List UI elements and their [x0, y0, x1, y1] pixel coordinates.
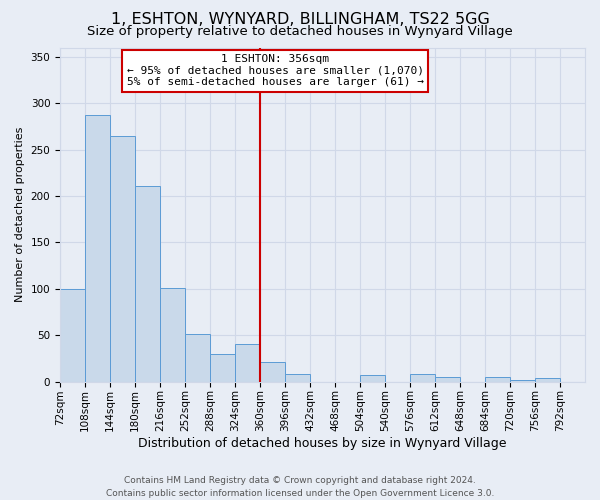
Text: Contains HM Land Registry data © Crown copyright and database right 2024.
Contai: Contains HM Land Registry data © Crown c… [106, 476, 494, 498]
Bar [85, 116, 110, 382]
Bar [185, 334, 210, 382]
Bar [360, 375, 385, 382]
Bar [510, 380, 535, 382]
Bar [260, 362, 285, 382]
Bar [210, 354, 235, 382]
Bar [235, 344, 260, 382]
Bar [485, 377, 510, 382]
Bar [135, 186, 160, 382]
Y-axis label: Number of detached properties: Number of detached properties [15, 127, 25, 302]
Bar [285, 374, 310, 382]
Text: 1, ESHTON, WYNYARD, BILLINGHAM, TS22 5GG: 1, ESHTON, WYNYARD, BILLINGHAM, TS22 5GG [110, 12, 490, 28]
Bar [60, 289, 85, 382]
Bar [535, 378, 560, 382]
Text: 1 ESHTON: 356sqm
← 95% of detached houses are smaller (1,070)
5% of semi-detache: 1 ESHTON: 356sqm ← 95% of detached house… [127, 54, 424, 88]
X-axis label: Distribution of detached houses by size in Wynyard Village: Distribution of detached houses by size … [138, 437, 507, 450]
Text: Size of property relative to detached houses in Wynyard Village: Size of property relative to detached ho… [87, 25, 513, 38]
Bar [410, 374, 435, 382]
Bar [160, 288, 185, 382]
Bar [435, 377, 460, 382]
Bar [110, 136, 135, 382]
